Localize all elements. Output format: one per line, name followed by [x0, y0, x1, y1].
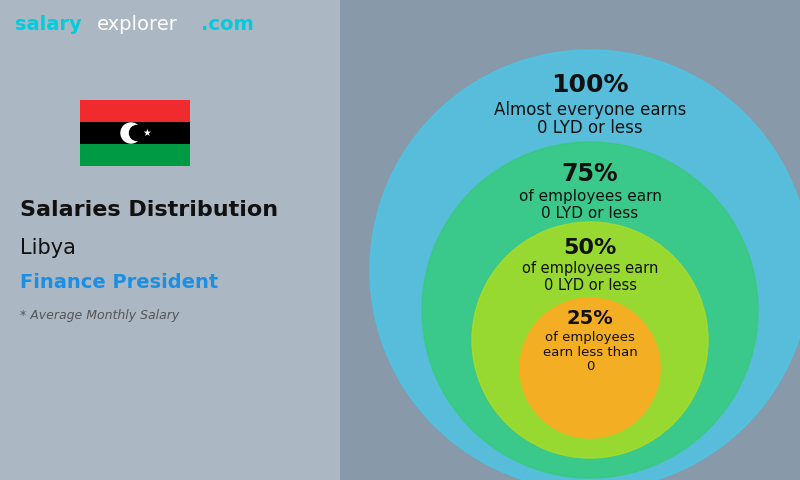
- FancyBboxPatch shape: [80, 144, 190, 166]
- Text: 100%: 100%: [551, 73, 629, 97]
- Circle shape: [130, 125, 145, 141]
- Circle shape: [520, 298, 660, 438]
- Text: of employees: of employees: [545, 331, 635, 344]
- Text: 0: 0: [586, 360, 594, 373]
- Circle shape: [472, 222, 708, 458]
- FancyBboxPatch shape: [80, 122, 190, 144]
- Circle shape: [422, 142, 758, 478]
- Text: salary: salary: [15, 15, 82, 35]
- Text: .com: .com: [201, 15, 254, 35]
- Text: Libya: Libya: [20, 238, 76, 258]
- Text: Almost everyone earns: Almost everyone earns: [494, 101, 686, 119]
- Circle shape: [370, 50, 800, 480]
- Text: Salaries Distribution: Salaries Distribution: [20, 200, 278, 220]
- FancyBboxPatch shape: [80, 100, 190, 122]
- Text: 0 LYD or less: 0 LYD or less: [537, 119, 643, 137]
- Text: Finance President: Finance President: [20, 273, 218, 291]
- Text: ★: ★: [142, 128, 151, 138]
- Text: of employees earn: of employees earn: [518, 189, 662, 204]
- Text: 0 LYD or less: 0 LYD or less: [543, 278, 637, 293]
- Text: 25%: 25%: [566, 309, 614, 327]
- Text: 75%: 75%: [562, 162, 618, 186]
- Text: earn less than: earn less than: [542, 346, 638, 359]
- Text: of employees earn: of employees earn: [522, 262, 658, 276]
- Text: 50%: 50%: [563, 238, 617, 258]
- Text: explorer: explorer: [97, 15, 178, 35]
- Text: * Average Monthly Salary: * Average Monthly Salary: [20, 309, 179, 322]
- Circle shape: [121, 123, 141, 143]
- Text: 0 LYD or less: 0 LYD or less: [542, 205, 638, 220]
- FancyBboxPatch shape: [0, 0, 340, 480]
